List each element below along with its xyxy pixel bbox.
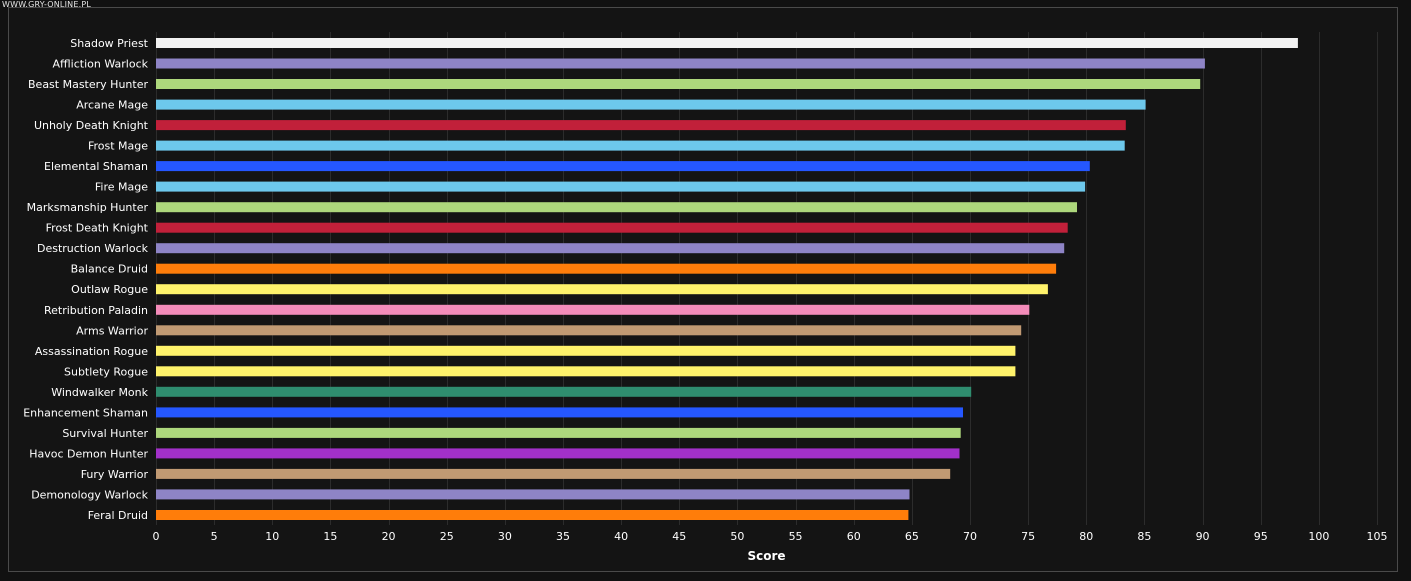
x-tick-label: 95 [1254, 530, 1268, 543]
x-tick-label: 70 [963, 530, 977, 543]
x-tick-label: 105 [1367, 530, 1388, 543]
category-label: Shadow Priest [70, 37, 148, 50]
category-label: Frost Mage [88, 140, 148, 153]
category-label: Fire Mage [95, 181, 148, 194]
category-labels: Shadow Priest Affliction Warlock Beast Mas… [23, 37, 148, 522]
x-tick-label: 15 [323, 530, 337, 543]
x-tick-label: 5 [211, 530, 218, 543]
x-tick-label: 50 [730, 530, 744, 543]
category-label: Outlaw Rogue [71, 283, 148, 296]
x-tick-label: 30 [498, 530, 512, 543]
watermark: WWW.GRY-ONLINE.PL [2, 0, 92, 9]
x-tick-labels: 0 5 10 15 20 25 30 35 40 45 50 55 60 65 70 75 80 85 90 95 10… [153, 530, 1388, 543]
category-label: Marksmanship Hunter [27, 201, 149, 214]
category-label: Assassination Rogue [35, 345, 148, 358]
category-label: Enhancement Shaman [23, 406, 148, 419]
category-label: Elemental Shaman [44, 160, 148, 173]
bar [156, 222, 1068, 233]
category-label: Destruction Warlock [37, 242, 149, 255]
bar [156, 427, 961, 438]
bar [156, 448, 960, 459]
x-tick-label: 65 [905, 530, 919, 543]
bar [156, 38, 1298, 48]
category-label: Havoc Demon Hunter [29, 447, 148, 460]
bar [156, 284, 1048, 295]
x-tick-label: 35 [556, 530, 570, 543]
category-label: Unholy Death Knight [34, 119, 149, 132]
bar [156, 202, 1077, 213]
bar [156, 58, 1205, 69]
category-label: Affliction Warlock [53, 58, 149, 71]
category-label: Frost Death Knight [46, 222, 149, 235]
category-label: Retribution Paladin [44, 304, 148, 317]
category-label: Fury Warrior [81, 468, 149, 481]
bar [156, 99, 1146, 110]
x-tick-label: 55 [789, 530, 803, 543]
x-tick-label: 60 [847, 530, 861, 543]
category-label: Feral Druid [88, 509, 148, 522]
grid-lines [156, 32, 1378, 525]
bar [156, 161, 1090, 172]
category-label: Arms Warrior [76, 324, 148, 337]
bar [156, 510, 909, 520]
x-axis-title: Score [747, 549, 785, 563]
x-tick-label: 10 [265, 530, 279, 543]
category-label: Arcane Mage [76, 99, 148, 112]
category-label: Demonology Warlock [31, 488, 148, 501]
bars [156, 38, 1298, 520]
x-tick-label: 90 [1196, 530, 1210, 543]
bar [156, 345, 1016, 356]
bar [156, 386, 972, 397]
bar [156, 120, 1126, 131]
x-tick-label: 75 [1021, 530, 1035, 543]
bar [156, 366, 1016, 377]
x-tick-label: 40 [614, 530, 628, 543]
x-tick-label: 20 [382, 530, 396, 543]
x-tick-label: 100 [1308, 530, 1329, 543]
bar [156, 489, 910, 500]
category-label: Subtlety Rogue [64, 365, 148, 378]
x-tick-label: 80 [1079, 530, 1093, 543]
bar [156, 468, 951, 479]
bar [156, 407, 963, 418]
bar [156, 304, 1030, 315]
category-label: Beast Mastery Hunter [28, 78, 148, 91]
x-tick-label: 85 [1137, 530, 1151, 543]
category-label: Survival Hunter [62, 427, 148, 440]
bar [156, 79, 1201, 89]
x-tick-label: 0 [153, 530, 160, 543]
bar [156, 181, 1086, 192]
category-label: Windwalker Monk [51, 386, 148, 399]
bar [156, 325, 1022, 336]
category-label: Balance Druid [71, 263, 148, 276]
x-tick-label: 45 [672, 530, 686, 543]
bar [156, 140, 1125, 151]
bar [156, 243, 1065, 254]
bar [156, 263, 1057, 274]
x-tick-label: 25 [440, 530, 454, 543]
